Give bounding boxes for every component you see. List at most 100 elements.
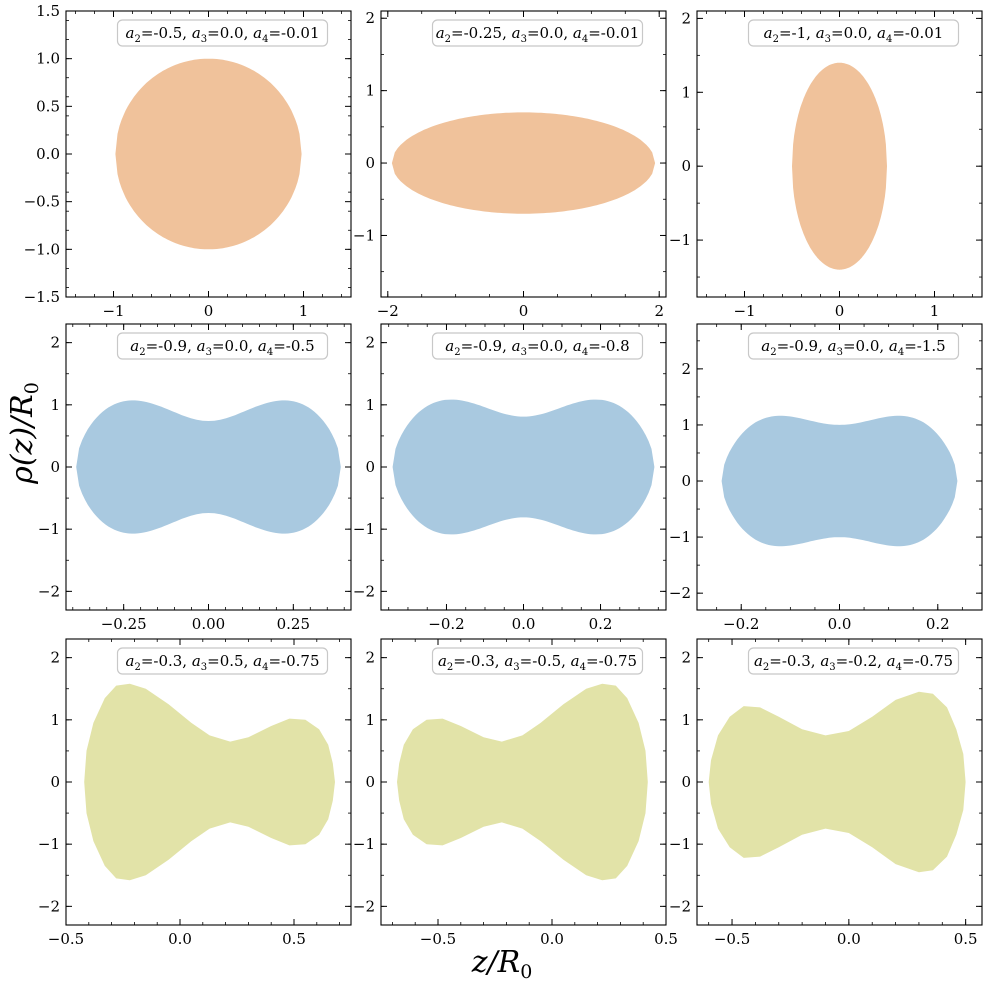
y-tick-label: 0: [365, 458, 375, 476]
x-tick-label: 0: [835, 302, 845, 320]
y-tick-label: −2: [38, 582, 60, 600]
y-tick-label: −2: [669, 897, 691, 915]
x-tick-label: −0.5: [714, 930, 750, 948]
x-tick-label: 0.2: [926, 615, 950, 633]
shape-area: [721, 415, 958, 547]
y-tick-label: −2: [353, 582, 375, 600]
y-tick-label: 1: [365, 711, 375, 729]
y-tick-label: 1: [50, 396, 60, 414]
parameter-label-box: [747, 332, 960, 360]
x-tick-label: 0.0: [540, 930, 564, 948]
y-tick-label: 0: [681, 157, 691, 175]
parameter-label-box: [431, 332, 644, 360]
y-tick-label: 1: [365, 396, 375, 414]
shape-area: [392, 399, 655, 535]
parameter-label: a2=-1, a3=0.0, a4=-0.01: [764, 24, 944, 45]
parameter-label-box: [747, 647, 960, 675]
y-tick-label: 1: [681, 416, 691, 434]
y-tick-label: 2: [681, 9, 691, 27]
x-tick-label: 0.0: [168, 930, 192, 948]
y-tick-label: 0: [365, 154, 375, 172]
shape-area: [397, 683, 648, 881]
shape-area: [115, 58, 302, 250]
y-tick-label: 1: [365, 82, 375, 100]
y-tick-label: 2: [50, 649, 60, 667]
parameter-label: a2=-0.3, a3=-0.2, a4=-0.75: [754, 652, 953, 673]
y-tick-label: 0: [50, 458, 60, 476]
y-tick-label: 0: [681, 472, 691, 490]
y-tick-label: −1: [669, 231, 691, 249]
x-tick-label: −0.2: [428, 615, 464, 633]
y-tick-label: −1: [38, 835, 60, 853]
x-tick-label: −2: [377, 302, 399, 320]
y-tick-label: −2: [353, 897, 375, 915]
y-tick-label: 0.5: [36, 97, 60, 115]
parameter-label: a2=-0.3, a3=0.5, a4=-0.75: [125, 652, 319, 673]
parameter-label-box: [431, 647, 644, 675]
x-tick-label: 0.0: [828, 615, 852, 633]
shape-area: [708, 691, 966, 873]
shape-area: [76, 400, 341, 534]
parameter-label: a2=-0.5, a3=0.0, a4=-0.01: [125, 24, 319, 45]
parameter-label-box: [747, 19, 960, 47]
y-tick-label: 2: [681, 360, 691, 378]
parameter-label-box: [116, 19, 329, 47]
panel-2: −2 0 2 −1 0 1 2 a2=-0.25, a3=0.0, a4=-0.01: [353, 9, 667, 320]
x-tick-label: 2: [654, 302, 664, 320]
y-tick-label: −1: [669, 528, 691, 546]
panel-6: −0.2 0.0 0.2 −2 −1 0 1 2 a2=-0.9, a3=0.0, a4=-1.…: [669, 323, 983, 633]
x-tick-label: −1: [102, 302, 124, 320]
x-tick-label: −0.2: [723, 615, 759, 633]
panel-9: −0.5 0.0 0.5 −2 −1 0 1 2 a2=-0.3, a3=-0.2, a4=-0…: [669, 638, 983, 948]
x-tick-label: 0.2: [589, 615, 613, 633]
y-tick-label: 1: [681, 711, 691, 729]
y-tick-label: −1: [353, 226, 375, 244]
x-tick-label: 0.5: [954, 930, 978, 948]
y-tick-label: 0: [365, 773, 375, 791]
panel-1: −1 0 1 −1.5 −1.0 −0.5 0.0 0.5 1.0 1.5 a2=-0.5, a3=…: [24, 2, 352, 320]
y-tick-label: 2: [365, 649, 375, 667]
shape-area: [792, 62, 887, 270]
panel-4: −0.25 0.00 0.25 −2 −1 0 1 2 a2=-0.9, a3=0.0, a4=…: [38, 323, 352, 633]
x-tick-label: 0.0: [512, 615, 536, 633]
y-tick-label: 1.0: [36, 50, 60, 68]
y-tick-label: 0.0: [36, 145, 60, 163]
parameter-label-box: [431, 19, 644, 47]
x-tick-label: 0.25: [277, 615, 310, 633]
y-tick-label: −2: [669, 584, 691, 602]
shape-area: [391, 112, 656, 214]
x-tick-label: 0.00: [192, 615, 225, 633]
y-tick-label: 1: [50, 711, 60, 729]
panels: −1 0 1 −1.5 −1.0 −0.5 0.0 0.5 1.0 1.5 a2=-0.5, a3=…: [24, 2, 983, 948]
x-tick-label: 1: [299, 302, 309, 320]
panel-7: −0.5 0.0 0.5 −2 −1 0 1 2 a2=-0.3, a3=0.5, a4=-0.…: [38, 638, 352, 948]
y-tick-label: 0: [50, 773, 60, 791]
y-axis-title: ρ(z)/R0: [5, 382, 43, 485]
parameter-label: a2=-0.9, a3=0.0, a4=-0.8: [445, 337, 629, 358]
y-tick-label: −1: [669, 835, 691, 853]
x-tick-label: 0.5: [282, 930, 306, 948]
x-tick-label: −0.25: [101, 615, 147, 633]
y-tick-label: −2: [38, 897, 60, 915]
y-tick-label: −0.5: [24, 193, 60, 211]
x-tick-label: 0: [519, 302, 529, 320]
y-tick-label: −1: [353, 520, 375, 538]
shape-area: [84, 683, 335, 881]
parameter-label-box: [116, 332, 329, 360]
y-tick-label: −1.0: [24, 240, 60, 258]
x-tick-label: 0.0: [837, 930, 861, 948]
parameter-label: a2=-0.3, a3=-0.5, a4=-0.75: [438, 652, 637, 673]
y-tick-label: 0: [681, 773, 691, 791]
x-tick-label: −1: [733, 302, 755, 320]
panel-3: −1 0 1 −1 0 1 2 a2=-1, a3=0.0, a4=-0.01: [669, 9, 983, 320]
parameter-label-box: [116, 647, 329, 675]
y-tick-label: 2: [681, 649, 691, 667]
y-tick-label: −1.5: [24, 288, 60, 306]
x-tick-label: 1: [930, 302, 940, 320]
parameter-label: a2=-0.9, a3=0.0, a4=-1.5: [761, 337, 945, 358]
parameter-label: a2=-0.9, a3=0.0, a4=-0.5: [130, 337, 314, 358]
y-tick-label: 2: [365, 334, 375, 352]
panel-8: −0.5 0.0 0.5 −2 −1 0 1 2 a2=-0.3, a3=-0.5, a4=-0…: [353, 638, 678, 948]
y-tick-label: 2: [50, 334, 60, 352]
